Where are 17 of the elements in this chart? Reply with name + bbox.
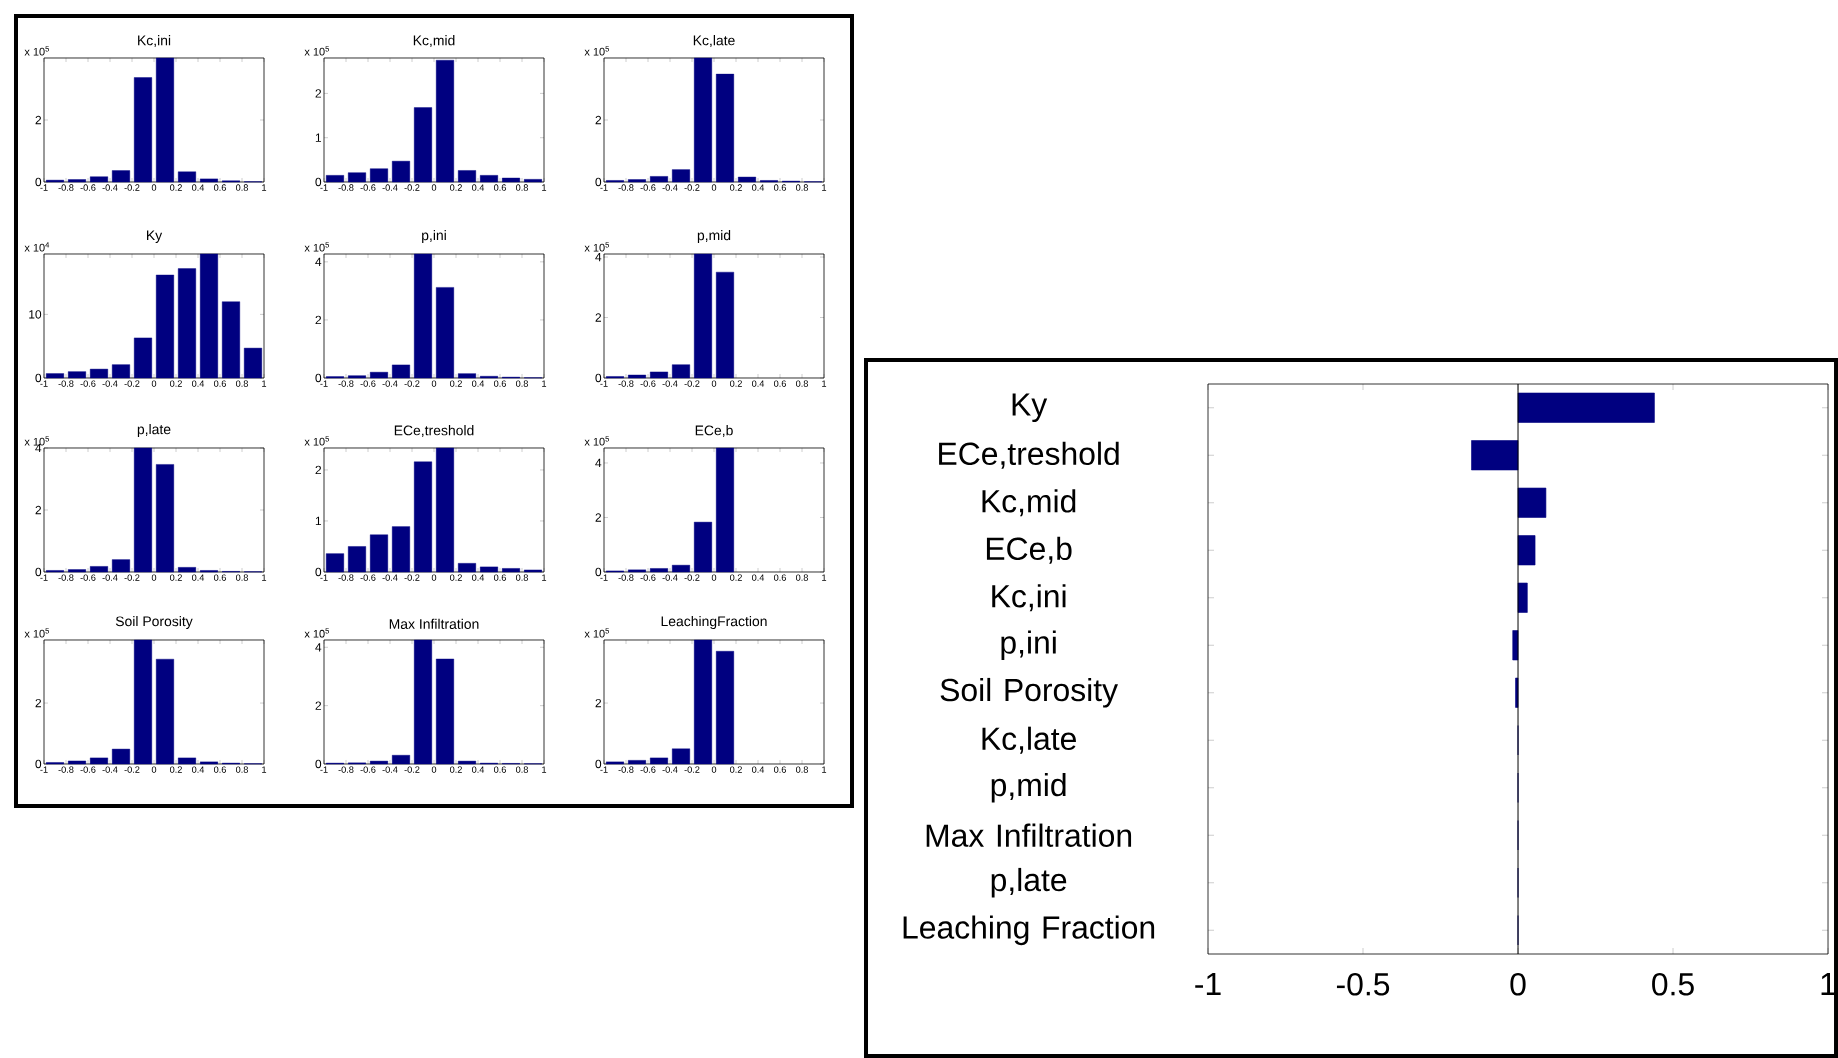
y-tick-label: p,late: [991, 867, 1067, 898]
x-tick-label: 0.5: [1652, 973, 1694, 996]
y-tick-label: p,mid: [991, 772, 1066, 803]
y-tick-label: Kc,ini: [992, 584, 1066, 612]
x-tick-label: 0: [1510, 973, 1526, 996]
y-tick-label: Leaching Fraction: [903, 915, 1155, 946]
x-tick-label: -1: [1195, 973, 1221, 995]
y-tick-label: Max Infiltration: [926, 823, 1132, 847]
y-tick-label: p,ini: [1001, 630, 1056, 661]
y-tick-label: Soil Porosity: [940, 677, 1118, 708]
y-tick-label: Kc,late: [982, 726, 1076, 754]
y-tick-label: Kc,mid: [982, 489, 1076, 517]
y-tick-label: Ky: [1012, 393, 1048, 423]
y-tick-label: ECe,treshold: [939, 441, 1119, 469]
x-tick-label: 1: [1821, 973, 1836, 995]
y-tick-label: ECe,b: [986, 536, 1072, 564]
x-tick-label: -0.5: [1336, 973, 1390, 996]
